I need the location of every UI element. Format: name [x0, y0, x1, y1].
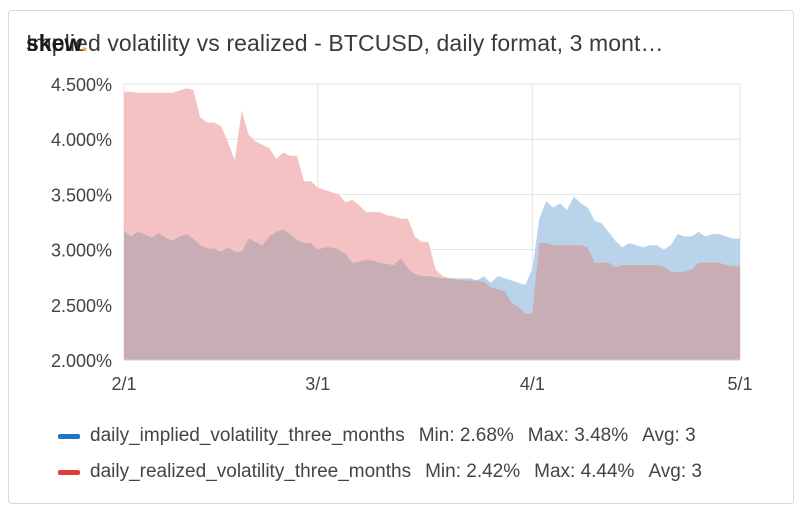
y-tick-label: 2.500%: [51, 296, 112, 316]
x-tick-label: 2/1: [111, 374, 136, 394]
legend-label-implied: daily_implied_volatility_three_months: [90, 425, 405, 446]
legend-min-realized: Min: 2.42%: [425, 461, 521, 482]
legend-min-implied: Min: 2.68%: [418, 425, 514, 446]
y-tick-label: 3.000%: [51, 241, 112, 261]
series-area-overlap: [124, 229, 740, 360]
y-tick-label: 3.500%: [51, 185, 112, 205]
x-tick-label: 5/1: [727, 374, 752, 394]
x-tick-label: 3/1: [305, 374, 330, 394]
legend-item-realized[interactable]: daily_realized_volatility_three_months M…: [58, 461, 766, 483]
y-tick-label: 2.000%: [51, 351, 112, 371]
legend-item-implied[interactable]: daily_implied_volatility_three_months Mi…: [58, 425, 766, 447]
chart-areas: [124, 88, 740, 361]
legend-max-implied: Max: 3.48%: [527, 425, 629, 446]
legend-max-realized: Max: 4.44%: [534, 461, 635, 482]
chart-title: Implied volatility vs realized - BTCUSD,…: [26, 30, 756, 57]
legend-label-realized: daily_realized_volatility_three_months: [90, 461, 412, 482]
legend-swatch-implied: [58, 433, 80, 439]
x-tick-label: 4/1: [520, 374, 545, 394]
chart-title-text: Implied volatility vs realized - BTCUSD,…: [26, 30, 664, 56]
legend-avg-implied: Avg: 3: [642, 425, 696, 446]
legend-swatch-realized: [58, 469, 80, 475]
y-tick-label: 4.500%: [51, 75, 112, 95]
y-tick-label: 4.000%: [51, 130, 112, 150]
legend-avg-realized: Avg: 3: [648, 461, 702, 482]
chart-axes: 4.500% 4.000% 3.500% 3.000% 2.500% 2.000% 2/1 3…: [51, 75, 753, 394]
